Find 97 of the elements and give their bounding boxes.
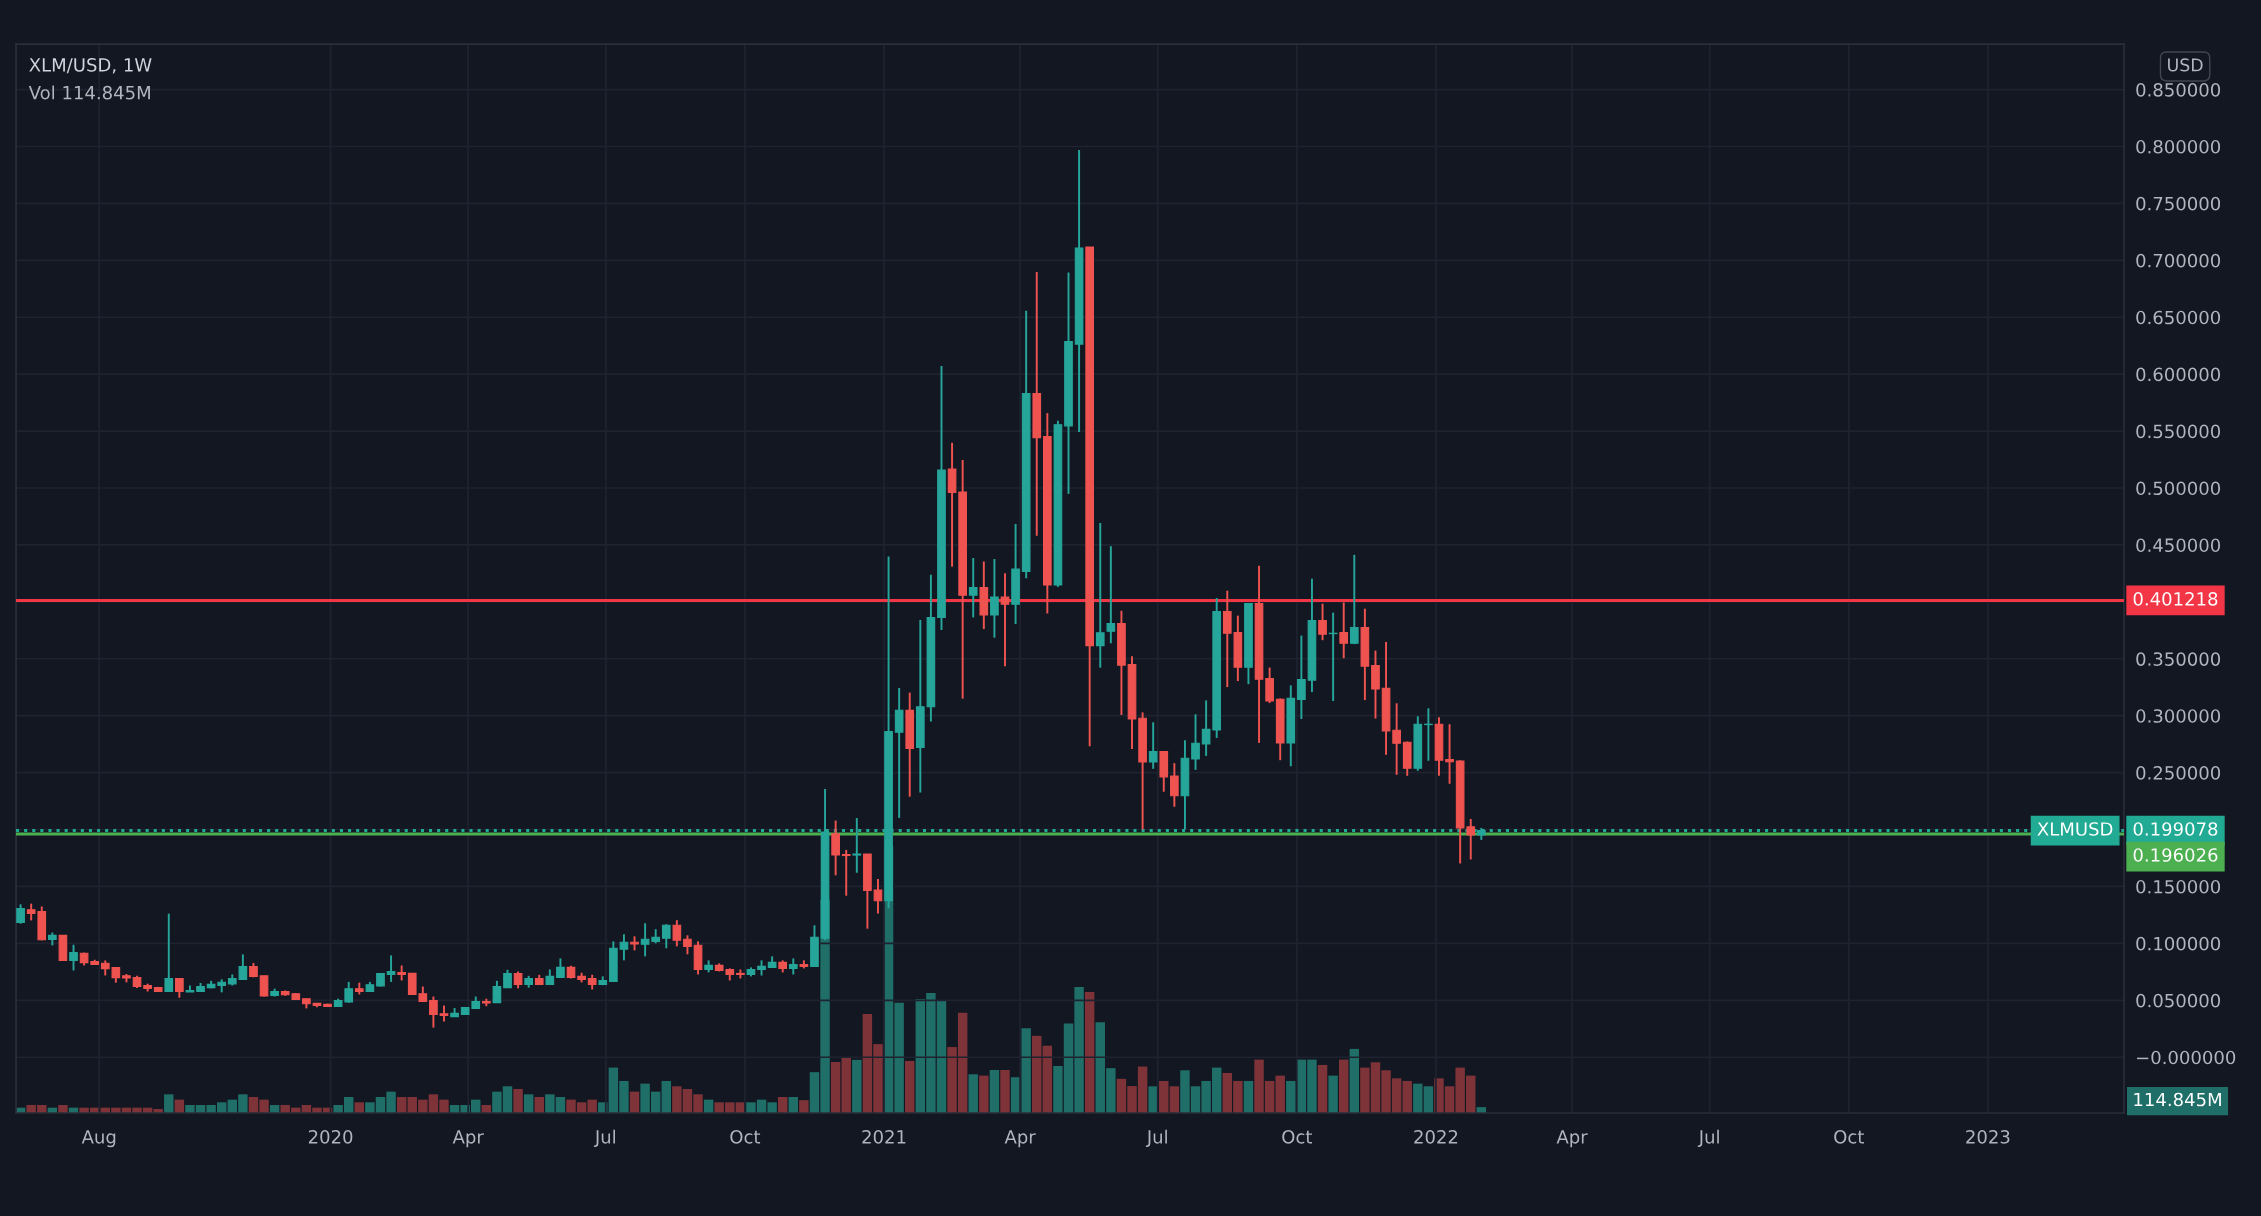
candlestick [164, 912, 174, 993]
x-tick-label: Apr [1004, 1130, 1036, 1148]
ref-line-label: 0.196026 [2133, 848, 2218, 862]
bar [661, 1080, 671, 1113]
x-tick-label: Aug [81, 1130, 116, 1148]
bar [523, 1094, 534, 1113]
bar [968, 1074, 978, 1113]
candlestick [429, 995, 438, 1029]
bar [1032, 1035, 1042, 1113]
candlestick [1148, 721, 1158, 770]
candlestick [386, 954, 396, 983]
text: XLM/USD, 1W [29, 58, 152, 74]
text: 114.845M [2134, 1092, 2221, 1107]
x-tick-label: Jul [593, 1129, 615, 1147]
candlestick [1392, 702, 1401, 776]
bar [513, 1088, 523, 1113]
bar [1317, 1064, 1328, 1113]
bar [1402, 1080, 1412, 1113]
x-tick-label: Jul [1697, 1129, 1719, 1147]
bar [1349, 1048, 1360, 1113]
bar [1159, 1080, 1169, 1113]
x-tick-label: 2023 [1966, 1129, 2010, 1144]
candlestick [831, 819, 840, 877]
bar [979, 1075, 989, 1113]
chart-title: Vol 114.845M [28, 85, 150, 100]
y-tick-label: 0.700000 [2136, 253, 2221, 268]
candlestick [619, 933, 629, 962]
annotation: XLMUSD [2037, 822, 2113, 836]
bar [164, 1094, 174, 1113]
y-tick-label: 0.650000 [2136, 310, 2221, 325]
candlestick [841, 848, 851, 897]
candlestick [894, 687, 904, 819]
bar [1021, 1028, 1031, 1113]
bar [1000, 1070, 1010, 1113]
ref-line-label: 0.401218 [2133, 592, 2218, 606]
y-tick-label: 0.850000 [2136, 83, 2221, 97]
bar [1328, 1075, 1338, 1113]
y-tick-label: 0.600000 [2136, 367, 2221, 382]
candlestick [259, 974, 269, 998]
candlestick [1265, 666, 1274, 705]
bar [799, 1100, 809, 1113]
bar [852, 1059, 862, 1113]
bar [1169, 1086, 1180, 1113]
candlestick [1095, 521, 1105, 669]
candlestick [16, 903, 25, 925]
y-tick-label: 0.250000 [2136, 766, 2221, 780]
candlestick [873, 877, 883, 915]
candlestick [1297, 634, 1306, 720]
x-tick-label: Oct [730, 1129, 761, 1144]
y-tick-label: 0.550000 [2136, 424, 2221, 439]
bar [1286, 1080, 1296, 1113]
y-tick-label: 0.300000 [2136, 709, 2221, 723]
y-tick-label: 0.100000 [2136, 936, 2221, 951]
y-axis-title: USD [2168, 58, 2203, 72]
candlestick [968, 557, 978, 619]
y-tick-label: 0.150000 [2136, 879, 2221, 894]
y-tick-label: −0.000000 [2137, 1050, 2236, 1065]
candlestick [683, 934, 692, 956]
candlestick [1000, 572, 1010, 668]
bar [1042, 1045, 1053, 1113]
x-tick-label: 2022 [1414, 1129, 1458, 1144]
candlestick [1349, 553, 1359, 646]
x-tick-label: 2020 [308, 1129, 353, 1144]
candlestick [1318, 602, 1327, 642]
candlestick [1191, 713, 1200, 771]
y-tick-label: 0.500000 [2136, 481, 2221, 496]
candlestick [1170, 762, 1179, 808]
x-tick-label: Jul [1145, 1129, 1167, 1147]
candlestick [1371, 649, 1380, 720]
candlestick [69, 943, 78, 972]
bar [1084, 992, 1095, 1113]
y-tick-label: 0.350000 [2136, 652, 2221, 666]
candlestick [492, 979, 502, 1004]
candlestick [1106, 545, 1116, 645]
bar [1243, 1080, 1254, 1113]
candlestick [1445, 723, 1454, 785]
x-tick-label: Oct [1834, 1129, 1864, 1144]
candlestick [556, 957, 565, 979]
y-tick-label: 0.450000 [2136, 538, 2221, 553]
candlestick [672, 919, 682, 948]
y-tick-label: 0.050000 [2136, 993, 2221, 1008]
x-tick-label: Apr [452, 1130, 484, 1148]
x-tick-label: 2021 [862, 1129, 906, 1144]
candlestick [990, 558, 999, 639]
ref-line-label: 0.199078 [2133, 822, 2218, 836]
bar [905, 1060, 915, 1113]
candlestick [661, 923, 671, 950]
bar [1338, 1059, 1349, 1113]
x-tick-label: Apr [1556, 1130, 1588, 1148]
bar [1148, 1086, 1158, 1113]
candlestick [175, 977, 184, 999]
bar [58, 1104, 68, 1113]
candlestick [1339, 601, 1349, 660]
y-tick-label: 0.750000 [2136, 196, 2221, 211]
x-tick-label: Oct [1282, 1129, 1313, 1144]
bar [989, 1070, 1000, 1113]
y-tick-label: 0.800000 [2136, 139, 2221, 154]
